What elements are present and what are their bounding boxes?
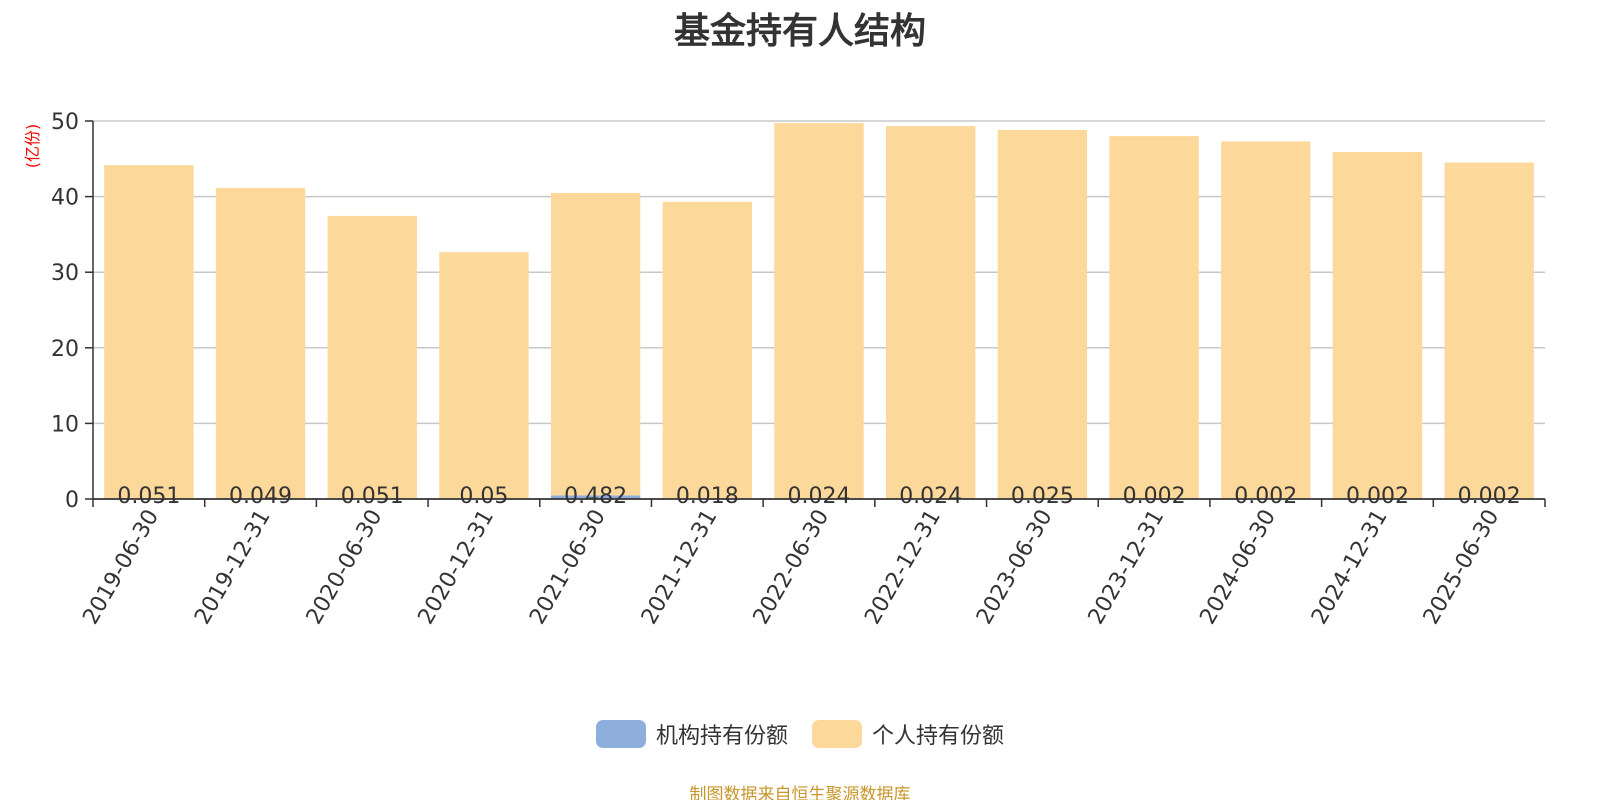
source-note: 制图数据来自恒生聚源数据库 — [689, 785, 911, 800]
y-tick-label: 40 — [51, 186, 79, 211]
data-label-institutional: 0.051 — [117, 484, 180, 509]
data-label-institutional: 0.049 — [229, 484, 292, 509]
data-label-institutional: 0.002 — [1123, 484, 1186, 509]
bar-individual — [1444, 162, 1534, 499]
bar-individual — [215, 187, 306, 499]
data-label-institutional: 0.025 — [1011, 484, 1074, 509]
data-label-institutional: 0.05 — [459, 484, 508, 509]
x-tick-label: 2022-06-30 — [749, 506, 835, 629]
x-tick-label: 2019-12-31 — [190, 506, 276, 629]
bar-individual — [1332, 151, 1423, 499]
data-label-institutional: 0.002 — [1458, 484, 1521, 509]
bar-individual — [1221, 141, 1311, 499]
data-label-institutional: 0.482 — [564, 484, 627, 509]
legend-swatch-individual — [812, 720, 862, 748]
legend-item-institutional[interactable]: 机构持有份额 — [595, 718, 788, 750]
data-label-institutional: 0.002 — [1234, 484, 1297, 509]
bar-individual — [327, 215, 417, 499]
y-axis-label: (亿份) — [23, 124, 42, 169]
y-tick-label: 20 — [51, 337, 79, 362]
x-tick-label: 2020-12-31 — [414, 506, 500, 629]
x-tick-label: 2023-12-31 — [1084, 506, 1170, 629]
legend-label-individual: 个人持有份额 — [872, 724, 1005, 749]
bar-individual — [886, 126, 976, 499]
x-tick-label: 2024-06-30 — [1195, 506, 1281, 629]
bar-individual — [439, 252, 529, 499]
bar-institutional — [550, 495, 641, 499]
x-tick-label: 2020-06-30 — [302, 506, 388, 629]
data-label-institutional: 0.002 — [1346, 484, 1409, 509]
bar-individual — [1109, 136, 1199, 499]
bar-individual — [550, 192, 641, 496]
y-tick-label: 10 — [51, 412, 79, 437]
legend-item-individual[interactable]: 个人持有份额 — [812, 718, 1004, 750]
y-tick-label: 0 — [65, 488, 79, 513]
x-tick-label: 2024-12-31 — [1307, 506, 1393, 629]
chart-title: 基金持有人结构 — [673, 11, 926, 52]
data-label-institutional: 0.018 — [676, 484, 739, 509]
x-tick-label: 2019-06-30 — [78, 506, 164, 629]
bar-individual — [104, 165, 194, 499]
bar-individual — [774, 123, 864, 499]
y-tick-label: 50 — [51, 110, 79, 135]
legend-swatch-institutional — [595, 720, 646, 748]
bar-individual — [662, 201, 752, 499]
x-tick-label: 2025-06-30 — [1419, 506, 1505, 629]
x-tick-label: 2023-06-30 — [972, 506, 1058, 629]
legend: 机构持有份额 个人持有份额 — [0, 718, 1600, 750]
bar-individual — [997, 129, 1088, 499]
x-tick-label: 2022-12-31 — [860, 506, 946, 629]
y-tick-label: 30 — [51, 261, 79, 286]
data-label-institutional: 0.051 — [341, 484, 404, 509]
x-tick-label: 2021-12-31 — [637, 506, 723, 629]
data-label-institutional: 0.024 — [788, 484, 851, 509]
x-tick-label: 2021-06-30 — [525, 506, 611, 629]
legend-label-institutional: 机构持有份额 — [655, 724, 788, 749]
data-label-institutional: 0.024 — [899, 484, 962, 509]
